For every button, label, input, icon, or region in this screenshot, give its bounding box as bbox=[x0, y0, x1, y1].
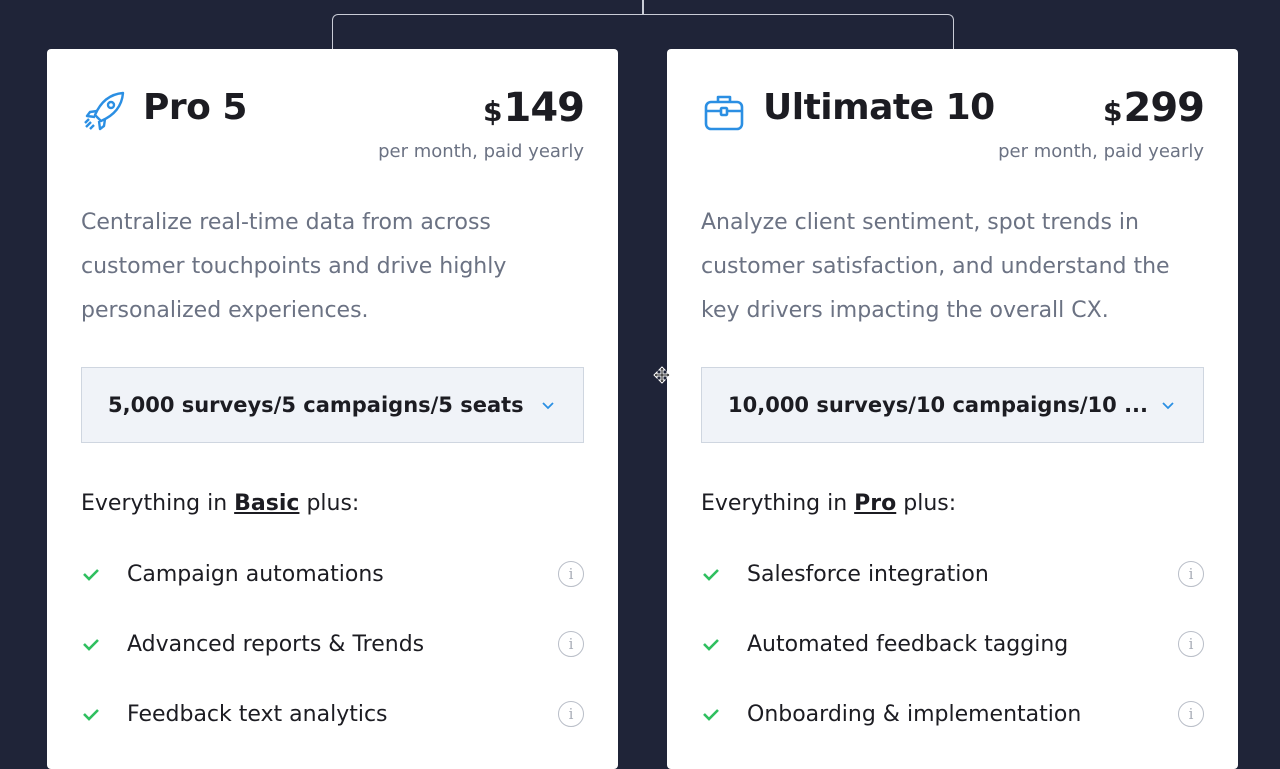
feature-label: Onboarding & implementation bbox=[747, 701, 1082, 727]
plan-link[interactable]: Basic bbox=[234, 491, 300, 516]
connector-bracket bbox=[332, 14, 954, 50]
briefcase-icon bbox=[701, 89, 747, 135]
info-icon[interactable]: i bbox=[1178, 701, 1204, 727]
check-icon bbox=[83, 709, 99, 721]
feature-item: Salesforce integration i bbox=[701, 561, 1204, 587]
selected-option: 10,000 surveys/10 campaigns/10 ... bbox=[728, 393, 1148, 417]
price-value: 149 bbox=[503, 85, 585, 131]
feature-item: Onboarding & implementation i bbox=[701, 701, 1204, 727]
feature-label: Feedback text analytics bbox=[127, 701, 388, 727]
billing-period: per month, paid yearly bbox=[378, 141, 584, 162]
info-icon[interactable]: i bbox=[558, 701, 584, 727]
rocket-icon bbox=[81, 89, 127, 135]
check-icon bbox=[703, 709, 719, 721]
feature-label: Salesforce integration bbox=[747, 561, 989, 587]
info-icon[interactable]: i bbox=[558, 631, 584, 657]
connector-line bbox=[642, 0, 644, 14]
plan-card: Ultimate 10 $299 per month, paid yearly … bbox=[667, 49, 1238, 769]
check-icon bbox=[83, 639, 99, 651]
selected-option: 5,000 surveys/5 campaigns/5 seats bbox=[108, 393, 524, 417]
plan-description: Centralize real-time data from across cu… bbox=[81, 210, 507, 323]
feature-item: Feedback text analytics i bbox=[81, 701, 584, 727]
plan-link[interactable]: Pro bbox=[854, 491, 897, 516]
plan-description: Analyze client sentiment, spot trends in… bbox=[701, 210, 1170, 323]
check-icon bbox=[703, 569, 719, 581]
plan-price: $299 bbox=[1103, 85, 1205, 131]
currency-symbol: $ bbox=[1103, 95, 1123, 128]
features-lead: Everything in Basic plus: bbox=[81, 491, 360, 516]
chevron-down-icon bbox=[1162, 402, 1174, 410]
plan-tier-select[interactable]: 10,000 surveys/10 campaigns/10 ... bbox=[701, 367, 1204, 443]
plan-name: Ultimate 10 bbox=[763, 87, 995, 128]
move-cursor-icon bbox=[653, 366, 671, 384]
plan-name: Pro 5 bbox=[143, 87, 247, 128]
feature-item: Campaign automations i bbox=[81, 561, 584, 587]
price-value: 299 bbox=[1123, 85, 1205, 131]
feature-label: Advanced reports & Trends bbox=[127, 631, 425, 657]
plan-tier-select[interactable]: 5,000 surveys/5 campaigns/5 seats bbox=[81, 367, 584, 443]
feature-label: Automated feedback tagging bbox=[747, 631, 1069, 657]
features-lead: Everything in Pro plus: bbox=[701, 491, 957, 516]
feature-item: Advanced reports & Trends i bbox=[81, 631, 584, 657]
currency-symbol: $ bbox=[483, 95, 503, 128]
plan-price: $149 bbox=[483, 85, 585, 131]
info-icon[interactable]: i bbox=[558, 561, 584, 587]
info-icon[interactable]: i bbox=[1178, 561, 1204, 587]
billing-period: per month, paid yearly bbox=[998, 141, 1204, 162]
check-icon bbox=[703, 639, 719, 651]
feature-item: Automated feedback tagging i bbox=[701, 631, 1204, 657]
check-icon bbox=[83, 569, 99, 581]
feature-label: Campaign automations bbox=[127, 561, 384, 587]
info-icon[interactable]: i bbox=[1178, 631, 1204, 657]
plan-card: Pro 5 $149 per month, paid yearly Centra… bbox=[47, 49, 618, 769]
chevron-down-icon bbox=[542, 402, 554, 410]
